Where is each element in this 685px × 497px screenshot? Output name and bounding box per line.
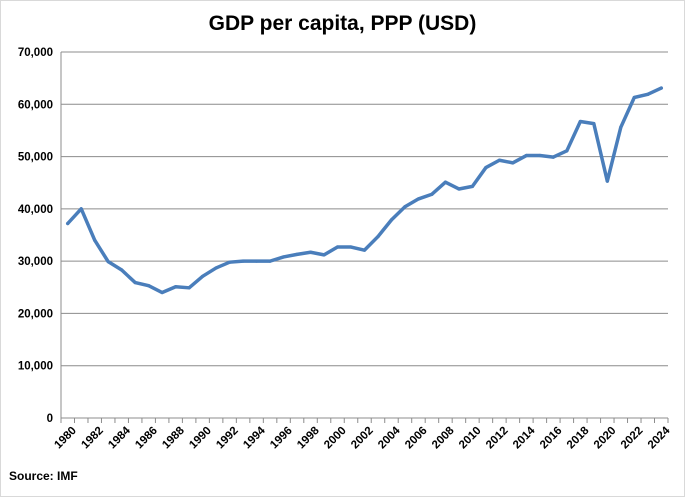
x-tick-label: 1986 [133,425,160,452]
data-point [120,268,124,272]
data-point [376,234,380,239]
x-tick-label: 2014 [511,424,538,451]
x-tick-label: 1994 [241,424,268,451]
chart-title: GDP per capita, PPP (USD) [208,12,477,35]
data-point [646,92,650,96]
data-point [228,260,232,264]
x-tick-label: 2016 [538,425,565,452]
data-point [174,285,178,289]
data-point [565,149,569,153]
data-point [93,238,97,242]
x-tick-label: 2020 [592,425,619,452]
data-point [322,253,326,257]
series-layer [65,86,664,295]
x-tick-label: 2018 [565,424,592,451]
data-point [389,218,394,222]
data-point [511,161,515,165]
data-point [201,274,205,278]
data-point [430,192,434,196]
data-point [619,125,623,129]
data-point [79,207,83,211]
data-point [187,286,191,290]
data-point [605,179,609,183]
data-point [335,245,340,249]
series-line [65,86,664,295]
data-point [443,180,448,184]
x-tick-label: 1988 [160,424,187,451]
data-point [659,86,663,90]
data-point [147,284,151,288]
y-tick-label: 0 [47,413,53,425]
data-point [308,250,313,254]
data-point [349,245,353,249]
data-point [524,153,528,158]
data-point [281,255,286,259]
axes [60,52,669,423]
data-point [592,122,596,126]
x-tick-label: 2022 [619,425,646,452]
data-point [484,165,488,170]
x-tick-label: 2024 [646,424,673,451]
data-point [551,155,555,159]
data-point [497,158,501,162]
gridlines [61,51,668,367]
data-point [268,259,272,263]
x-tick-label: 2010 [457,425,484,452]
data-point [241,259,245,263]
y-tick-label: 50,000 [18,152,53,164]
x-tick-label: 2012 [484,425,511,452]
data-point [160,290,164,295]
x-tick-label: 1996 [268,425,295,452]
data-point [538,153,542,158]
x-tick-label: 1998 [295,424,322,451]
x-tick-label: 2004 [376,424,403,451]
y-tick-label: 40,000 [18,204,53,216]
x-axis-tick-labels: 1980 1982 1984 1986 1988 1990 1992 1994 1996 1998… [52,424,673,451]
y-axis-tick-labels: 0 10,000 20,000 30,000 40,000 50,000 60,000 70,… [18,47,53,425]
data-point [632,95,636,100]
data-point [295,252,299,256]
data-point [416,197,421,201]
x-tick-label: 1992 [214,425,241,452]
data-point [66,221,70,226]
x-tick-label: 1982 [79,425,106,452]
source-note: Source: IMF [9,469,78,483]
data-point [403,205,407,209]
data-point [133,280,137,285]
y-tick-label: 70,000 [18,47,53,59]
data-point [470,184,475,188]
x-tick-label: 2000 [322,425,349,452]
data-point [578,119,582,124]
x-tick-label: 1984 [106,424,133,451]
y-tick-label: 10,000 [18,361,53,373]
y-tick-label: 30,000 [18,256,53,268]
y-tick-label: 60,000 [18,99,53,111]
x-tick-label: 2008 [430,424,457,451]
x-tick-label: 1990 [187,425,214,452]
data-point [254,259,259,263]
data-point [106,260,110,264]
x-tick-label: 2002 [349,425,376,452]
x-tick-label: 1980 [52,425,79,452]
data-point [457,187,461,191]
data-point [362,248,367,252]
data-point [214,266,218,270]
x-tick-label: 2006 [403,425,430,452]
y-tick-label: 20,000 [18,308,53,320]
